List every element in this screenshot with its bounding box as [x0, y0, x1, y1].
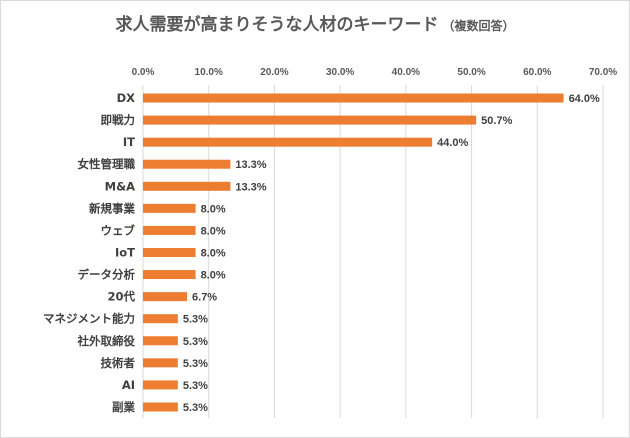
data-label: 8.0%: [201, 203, 226, 215]
category-label: M&A: [105, 179, 135, 193]
bar: [143, 402, 178, 412]
bar: [143, 292, 188, 302]
bar: [143, 115, 477, 125]
category-label: 即戦力: [101, 113, 136, 127]
bars: [143, 93, 564, 412]
bar: [143, 203, 196, 213]
data-label: 5.3%: [183, 402, 208, 414]
data-label: 5.3%: [183, 358, 208, 370]
bar: [143, 181, 231, 191]
bar: [143, 137, 433, 147]
bar: [143, 380, 178, 390]
category-label: AI: [122, 378, 135, 392]
bar: [143, 225, 196, 235]
category-label: 20代: [107, 290, 135, 304]
bar: [143, 270, 196, 280]
chart-subtitle: （複数回答）: [442, 19, 515, 33]
category-label: IT: [123, 135, 135, 149]
x-tick-label: 10.0%: [195, 67, 223, 78]
bar: [143, 314, 178, 324]
category-label: DX: [117, 91, 136, 105]
category-label: 副業: [112, 400, 135, 414]
category-label: 技術者: [101, 356, 136, 370]
category-label: 女性管理職: [78, 157, 136, 171]
data-labels: 64.0% 50.7% 44.0% 13.3% 13.3% 8.0% 8.0% 8.0% 8.0…: [183, 93, 600, 414]
category-label: IoT: [115, 246, 135, 260]
x-tick-label: 0.0%: [132, 67, 155, 78]
x-tick-label: 40.0%: [392, 67, 420, 78]
data-label: 8.0%: [201, 225, 226, 237]
category-label: 社外取締役: [77, 334, 136, 348]
category-label: データ分析: [78, 268, 136, 282]
x-tick-label: 70.0%: [589, 67, 617, 78]
data-label: 5.3%: [183, 314, 208, 326]
data-label: 13.3%: [235, 159, 266, 171]
x-tick-label: 60.0%: [523, 67, 551, 78]
bar: [143, 248, 196, 257]
data-label: 50.7%: [481, 115, 512, 127]
data-label: 64.0%: [569, 93, 600, 105]
data-label: 5.3%: [183, 336, 208, 348]
data-label: 5.3%: [183, 380, 208, 392]
chart-title: 求人需要が高まりそうな人材のキーワード: [115, 15, 439, 35]
data-label: 6.7%: [192, 292, 217, 304]
category-label: 新規事業: [89, 201, 135, 215]
bar: [143, 159, 231, 169]
x-tick-label: 50.0%: [457, 67, 485, 78]
data-label: 8.0%: [201, 270, 226, 282]
data-label: 8.0%: [201, 248, 226, 260]
x-tick-label: 20.0%: [260, 67, 288, 78]
bar: [143, 336, 178, 346]
bar: [143, 358, 178, 368]
data-label: 13.3%: [235, 181, 266, 193]
x-axis-ticks: 0.0% 10.0% 20.0% 30.0% 40.0% 50.0% 60.0% 70.0%: [132, 67, 618, 78]
bar: [143, 93, 564, 103]
data-label: 44.0%: [437, 137, 468, 149]
chart-title-block: 求人需要が高まりそうな人材のキーワード （複数回答）: [0, 10, 630, 35]
category-label: マネジメント能力: [43, 312, 135, 326]
x-tick-label: 30.0%: [326, 67, 354, 78]
category-label: ウェブ: [101, 223, 136, 237]
